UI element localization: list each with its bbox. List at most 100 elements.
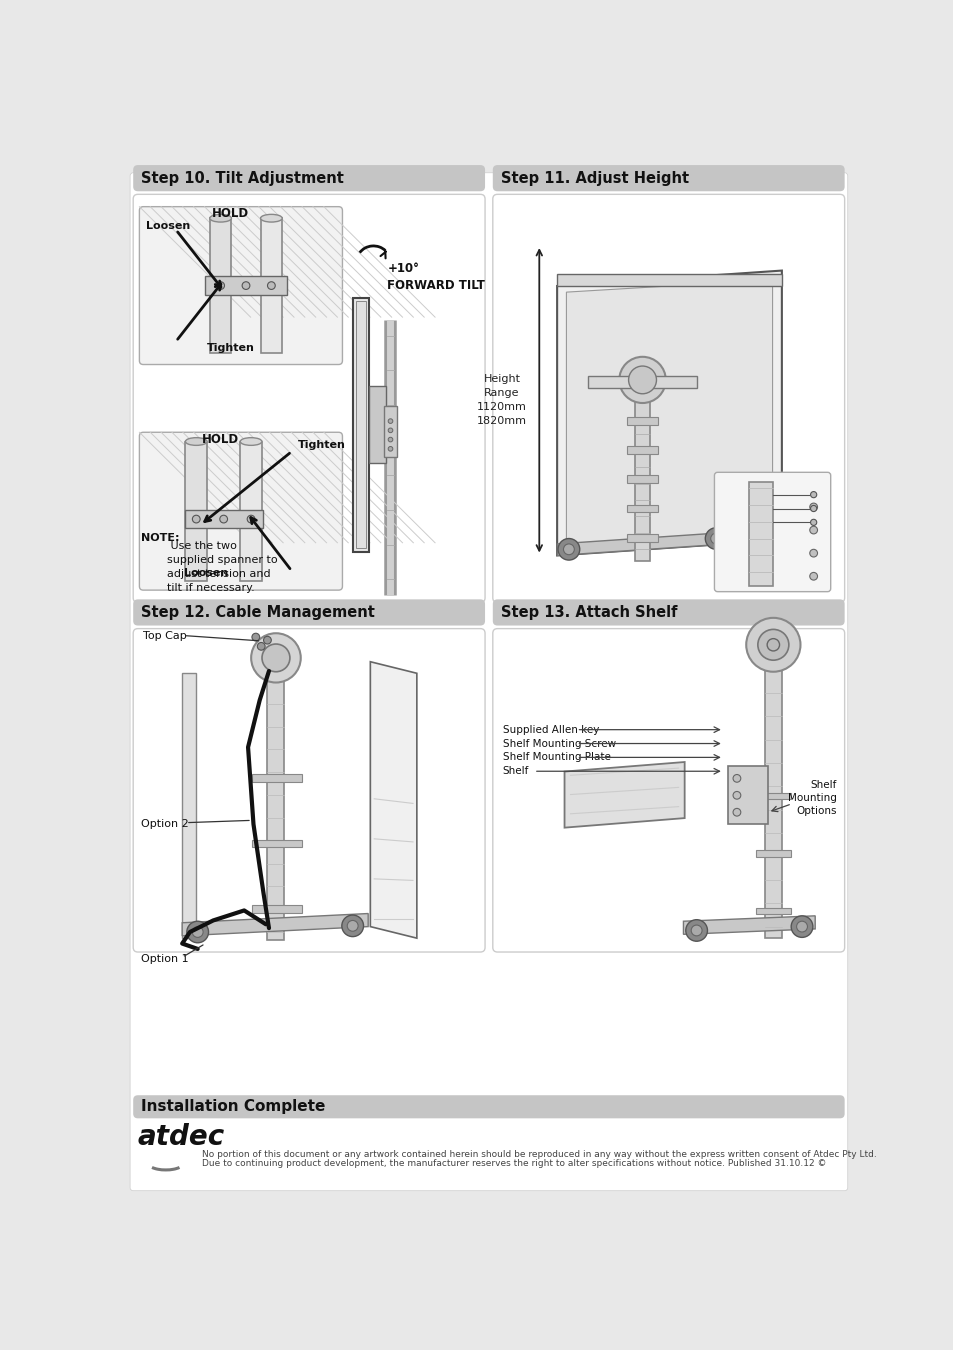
Text: Tighten: Tighten <box>297 440 345 450</box>
Circle shape <box>704 528 726 549</box>
Text: No portion of this document or any artwork contained herein should be reproduced: No portion of this document or any artwo… <box>202 1150 876 1158</box>
Circle shape <box>790 915 812 937</box>
Polygon shape <box>557 532 727 555</box>
Circle shape <box>563 544 574 555</box>
Text: HOLD: HOLD <box>212 208 249 220</box>
Text: Option 1: Option 1 <box>141 954 189 964</box>
Bar <box>353 297 369 552</box>
Circle shape <box>809 526 817 533</box>
Circle shape <box>809 572 817 580</box>
Text: HOLD: HOLD <box>202 433 239 446</box>
Bar <box>260 219 282 352</box>
Circle shape <box>809 504 817 510</box>
FancyBboxPatch shape <box>133 165 484 192</box>
FancyBboxPatch shape <box>493 599 843 625</box>
Bar <box>755 850 790 856</box>
Circle shape <box>251 633 300 683</box>
Circle shape <box>257 643 265 651</box>
Text: Due to continuing product development, the manufacturer reserves the right to al: Due to continuing product development, t… <box>202 1160 826 1168</box>
Bar <box>210 219 232 352</box>
Text: Loosen: Loosen <box>146 220 190 231</box>
Text: Shelf Mounting Screw: Shelf Mounting Screw <box>502 738 616 748</box>
Bar <box>185 510 262 528</box>
Text: Shelf: Shelf <box>502 767 529 776</box>
Circle shape <box>757 629 788 660</box>
Bar <box>267 678 284 940</box>
Text: Top Cap: Top Cap <box>143 630 187 640</box>
Bar <box>727 765 767 824</box>
FancyBboxPatch shape <box>714 472 830 591</box>
Ellipse shape <box>185 437 207 446</box>
FancyBboxPatch shape <box>133 629 484 952</box>
Circle shape <box>628 366 656 394</box>
Circle shape <box>810 520 816 525</box>
Bar <box>557 274 781 286</box>
Circle shape <box>810 505 816 512</box>
Bar <box>588 377 696 389</box>
Bar <box>626 446 658 454</box>
FancyBboxPatch shape <box>130 173 847 1191</box>
Bar <box>185 441 207 580</box>
Bar <box>626 533 658 541</box>
Circle shape <box>341 915 363 937</box>
Text: Supplied Allen key: Supplied Allen key <box>502 725 598 734</box>
Circle shape <box>263 636 271 644</box>
Circle shape <box>732 791 740 799</box>
FancyBboxPatch shape <box>493 194 843 602</box>
FancyBboxPatch shape <box>139 432 342 590</box>
FancyBboxPatch shape <box>493 165 843 192</box>
FancyBboxPatch shape <box>133 599 484 625</box>
Bar <box>764 662 781 938</box>
Circle shape <box>766 639 779 651</box>
Circle shape <box>732 775 740 782</box>
Text: Height
Range
1120mm
1820mm: Height Range 1120mm 1820mm <box>476 374 527 427</box>
Bar <box>626 475 658 483</box>
Circle shape <box>242 282 250 289</box>
Text: Step 10. Tilt Adjustment: Step 10. Tilt Adjustment <box>141 170 343 186</box>
Circle shape <box>618 356 665 404</box>
Circle shape <box>388 418 393 424</box>
Ellipse shape <box>260 215 282 221</box>
Circle shape <box>193 926 203 937</box>
Bar <box>252 904 302 913</box>
Bar <box>252 774 302 782</box>
Circle shape <box>267 282 275 289</box>
Text: atdec: atdec <box>137 1123 225 1152</box>
Text: Step 13. Attach Shelf: Step 13. Attach Shelf <box>500 605 677 620</box>
Bar <box>626 505 658 513</box>
Bar <box>182 674 195 938</box>
Text: Step 12. Cable Management: Step 12. Cable Management <box>141 605 375 620</box>
Circle shape <box>216 282 224 289</box>
Circle shape <box>252 633 259 641</box>
Circle shape <box>193 516 200 522</box>
Circle shape <box>388 437 393 441</box>
Text: Use the two
supplied spanner to
adjust tension and
tilt if necessary.: Use the two supplied spanner to adjust t… <box>167 541 277 593</box>
Circle shape <box>558 539 579 560</box>
Circle shape <box>219 516 228 522</box>
Circle shape <box>809 549 817 558</box>
Polygon shape <box>182 914 368 936</box>
Bar <box>240 441 262 580</box>
Text: +10°
FORWARD TILT: +10° FORWARD TILT <box>387 262 485 292</box>
FancyBboxPatch shape <box>133 1095 843 1118</box>
Bar <box>626 417 658 424</box>
Polygon shape <box>564 761 684 828</box>
Bar <box>355 301 366 548</box>
Circle shape <box>745 618 800 672</box>
Bar <box>384 406 396 456</box>
Text: Step 11. Adjust Height: Step 11. Adjust Height <box>500 170 688 186</box>
Polygon shape <box>557 270 781 555</box>
Circle shape <box>247 516 254 522</box>
Circle shape <box>710 533 720 544</box>
Circle shape <box>685 919 707 941</box>
Polygon shape <box>682 915 815 934</box>
Text: Tighten: Tighten <box>207 343 254 352</box>
Text: Option 2: Option 2 <box>141 819 189 829</box>
Circle shape <box>388 428 393 432</box>
Text: NOTE:: NOTE: <box>141 533 179 543</box>
Circle shape <box>796 921 806 931</box>
Ellipse shape <box>210 215 232 221</box>
Circle shape <box>691 925 701 936</box>
Bar <box>369 386 385 463</box>
Ellipse shape <box>240 437 262 446</box>
